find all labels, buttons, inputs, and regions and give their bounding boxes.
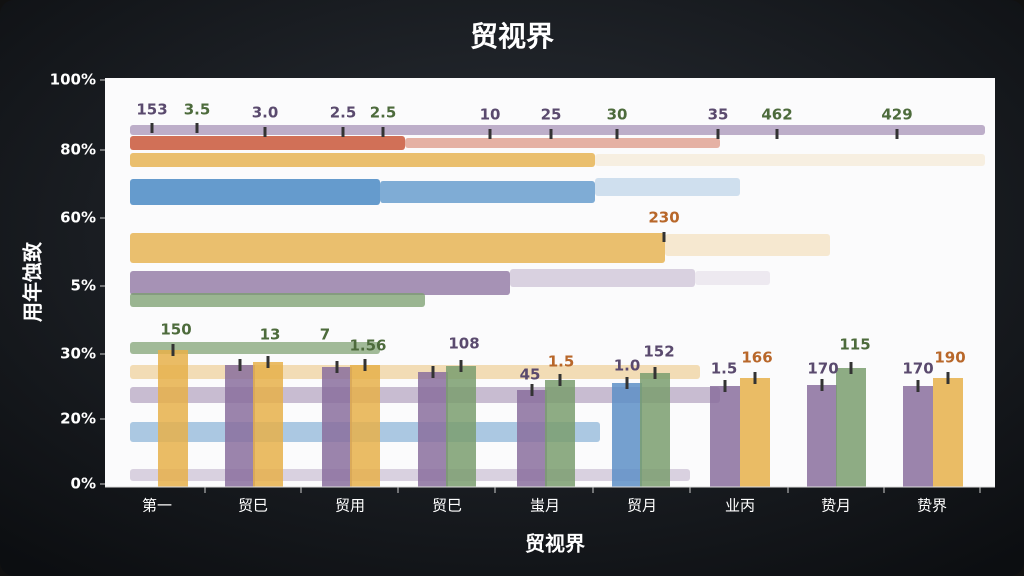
bar: [418, 372, 448, 487]
annotation: 3.5: [184, 101, 211, 119]
band: [695, 271, 770, 285]
annotation: 10: [480, 106, 501, 124]
annotation: 1.56: [349, 337, 386, 355]
annotation: 170: [807, 360, 838, 378]
band: [380, 181, 595, 203]
x-tick-label: 贸月: [627, 497, 657, 515]
band: [130, 293, 425, 307]
band: [130, 469, 690, 481]
annotation: 150: [160, 321, 191, 339]
band: [130, 153, 595, 167]
annotation: 1.5: [711, 360, 738, 378]
annotation: 190: [934, 349, 965, 367]
annotation: 1.5: [548, 353, 575, 371]
annotation: 429: [881, 106, 912, 124]
annotation: 3.0: [252, 104, 279, 122]
bar: [322, 367, 352, 487]
annotation: 2.5: [370, 104, 397, 122]
annotation: 45: [520, 366, 541, 384]
y-tick-label: 100%: [50, 71, 96, 89]
annotation: 166: [741, 349, 772, 367]
band: [130, 125, 985, 135]
x-tick-label: 蚩月: [530, 497, 560, 515]
annotation: 2.5: [330, 104, 357, 122]
bars: [130, 123, 985, 487]
x-tick-label: 贸巳: [432, 497, 462, 515]
annotation: 13: [260, 326, 281, 344]
bar: [446, 366, 476, 487]
bar: [640, 373, 670, 487]
x-tick-label: 贽月: [821, 497, 851, 515]
bar: [612, 383, 642, 487]
band: [405, 138, 720, 148]
bar: [807, 385, 837, 487]
annotation: 108: [448, 335, 479, 353]
y-tick-label: 5%: [71, 277, 96, 295]
annotation: 153: [136, 101, 167, 119]
y-tick-label: 20%: [60, 410, 96, 428]
band: [665, 234, 830, 256]
bar: [225, 365, 255, 487]
bar: [933, 378, 963, 487]
bar: [350, 365, 380, 487]
x-tick-label: 贸用: [335, 497, 365, 515]
bar: [740, 378, 770, 487]
y-tick-label: 30%: [60, 345, 96, 363]
band: [130, 342, 380, 354]
x-tick-label: 业丙: [725, 497, 755, 515]
x-tick-label: 贽界: [917, 497, 947, 515]
annotation: 170: [902, 360, 933, 378]
annotation: 230: [648, 209, 679, 227]
annotation: 462: [761, 106, 792, 124]
bar: [517, 390, 547, 487]
annotation: 30: [607, 106, 628, 124]
annotation: 1.0: [614, 357, 641, 375]
bar: [836, 368, 866, 487]
bar: [253, 362, 283, 487]
y-tick-label: 80%: [60, 141, 96, 159]
band: [130, 179, 380, 205]
band: [595, 154, 985, 166]
band: [130, 233, 665, 263]
bar: [158, 350, 188, 487]
y-tick-label: 0%: [71, 475, 96, 493]
band: [595, 178, 740, 196]
bar: [710, 386, 740, 487]
y-axis-title: 用年蚀致: [21, 241, 45, 322]
band: [510, 269, 695, 287]
x-tick-label: 第一: [142, 497, 172, 515]
bar: [545, 380, 575, 487]
title: 贸视界: [470, 20, 554, 53]
annotation: 25: [541, 106, 562, 124]
y-tick-label: 60%: [60, 209, 96, 227]
x-tick-label: 贸巳: [238, 497, 268, 515]
annotation: 152: [643, 343, 674, 361]
annotation: 115: [839, 336, 870, 354]
annotation: 7: [320, 326, 330, 344]
annotation: 35: [708, 106, 729, 124]
bar: [903, 386, 933, 487]
x-axis-title: 贸视界: [525, 532, 585, 556]
band: [130, 136, 405, 150]
band: [130, 271, 510, 295]
